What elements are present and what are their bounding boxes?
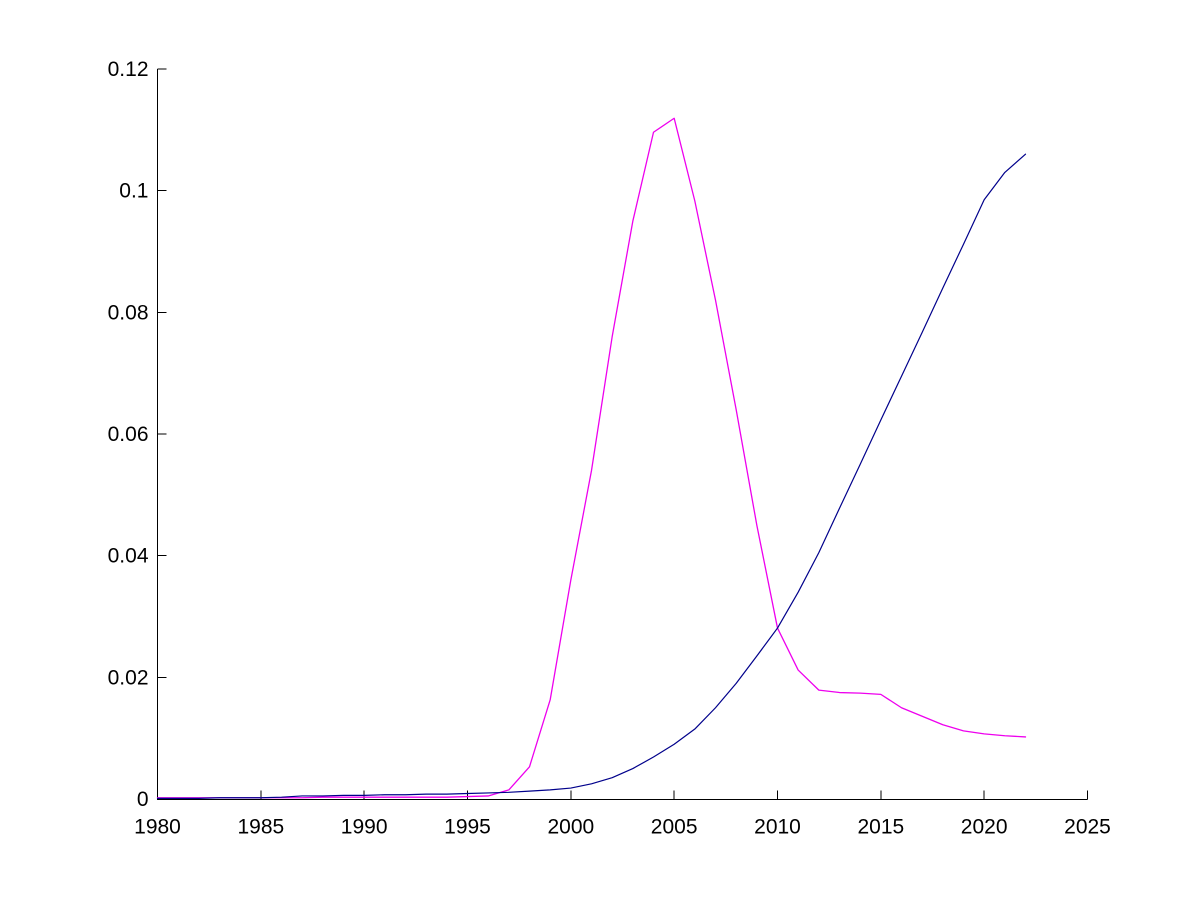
x-tick-label: 2025 [1064,816,1111,839]
y-tick-label: 0.06 [108,423,149,446]
series-line-blue-series [156,153,1027,799]
x-tick-label: 1990 [341,816,388,839]
series-line-magenta-series [156,117,1027,799]
tick-labels-layer: 1980 1985 1990 1995 2000 2005 2010 2015 2020 2025… [108,58,1111,839]
y-tick-label: 0.12 [108,58,149,81]
x-tick-label: 2010 [754,816,801,839]
axes-layer [157,68,1088,800]
y-tick-label: 0.08 [108,301,149,324]
y-tick-label: 0.04 [108,545,149,568]
x-tick-label: 2000 [547,816,594,839]
series-layer [156,117,1027,799]
x-tick-label: 1980 [134,816,181,839]
x-tick-label: 1985 [237,816,284,839]
y-tick-label: 0 [137,788,149,811]
y-tick-label: 0.1 [119,180,148,203]
y-tick-label: 0.02 [108,666,149,689]
x-tick-label: 2020 [961,816,1008,839]
x-tick-label: 2005 [651,816,698,839]
x-tick-label: 2015 [857,816,904,839]
x-tick-label: 1995 [444,816,491,839]
